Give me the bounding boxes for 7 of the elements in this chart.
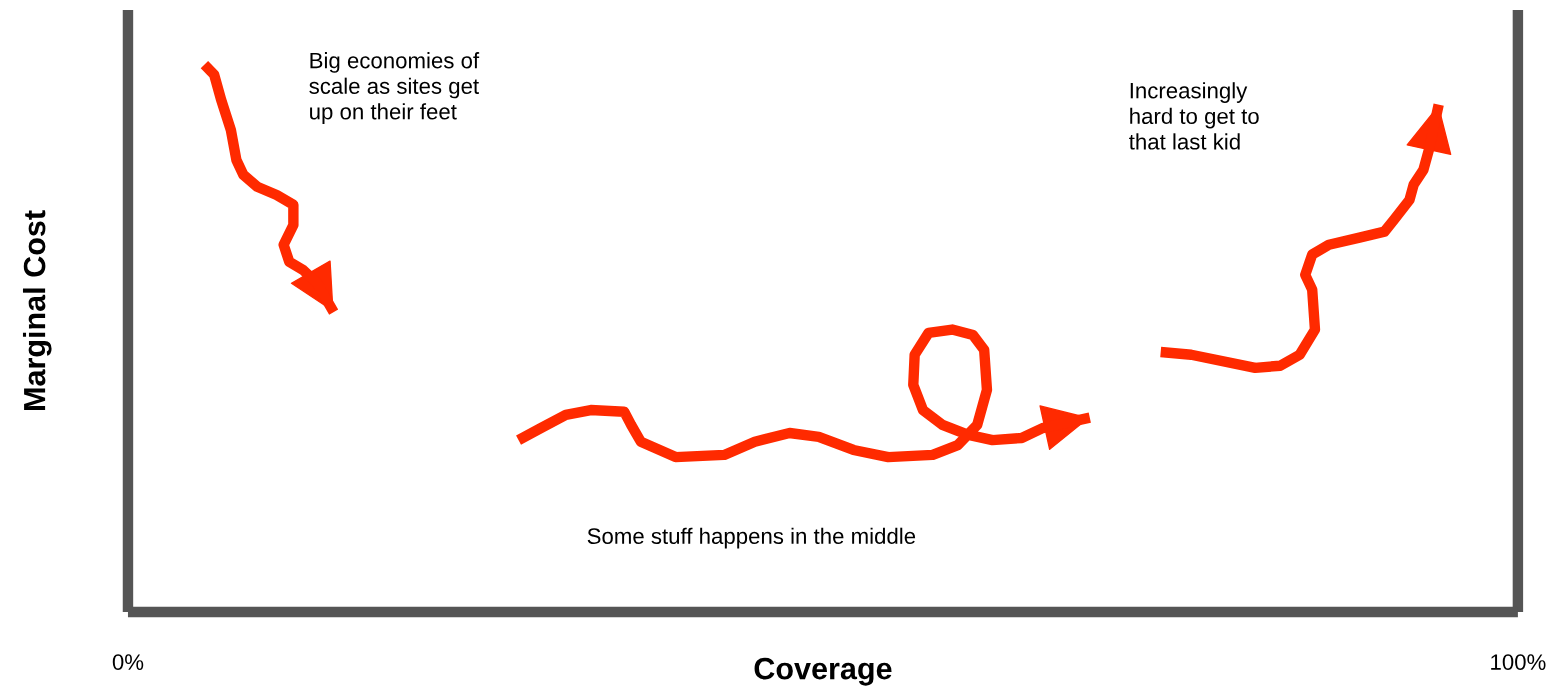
x-axis-title: Coverage xyxy=(754,657,892,686)
annotation: Big economies of scale as sites get up on their feet xyxy=(309,52,480,124)
annotation: Increasingly hard to get to that last kid xyxy=(1129,82,1259,150)
annotation: Some stuff happens in the middle xyxy=(587,527,916,549)
x-tick-label: 100% xyxy=(1491,654,1546,670)
y-axis-title: Marginal Cost xyxy=(22,210,52,410)
x-tick-label: 0% xyxy=(112,654,144,670)
